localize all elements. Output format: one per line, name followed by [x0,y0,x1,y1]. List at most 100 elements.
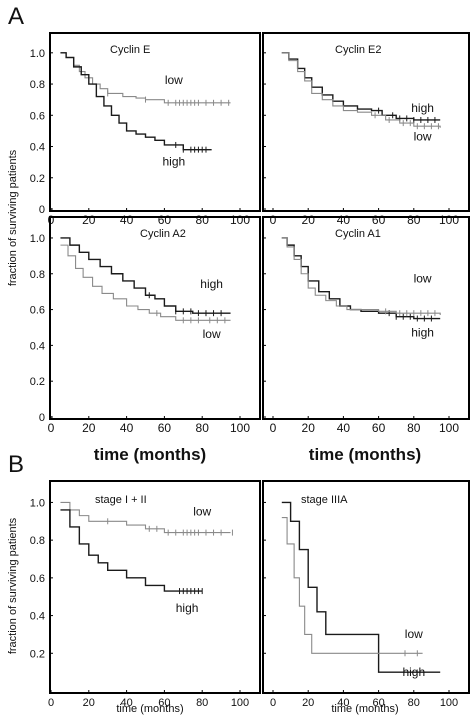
series-label-high: high [402,665,425,679]
series-line-high [60,237,231,314]
series-label-low: low [165,73,183,87]
x-tick-label: 80 [407,213,421,227]
y-axis-label-b: fraction of surviving patients [7,517,19,654]
y-tick-label: 0.8 [30,269,45,281]
series-line-low [281,237,441,315]
chart-title: Cyclin A1 [335,228,381,240]
y-tick-label: 0.2 [30,648,45,660]
y-tick-label: 1.0 [30,48,45,60]
y-tick-label: 1.0 [30,497,45,509]
x-tick-label: 20 [82,421,96,435]
chart-title: Cyclin A2 [140,228,186,240]
x-tick-label: 100 [439,421,459,435]
plot-frame [262,32,470,212]
x-tick-label: 20 [82,213,96,227]
x-tick-label: 20 [302,213,316,227]
chart-title: stage IIIA [301,494,348,506]
x-axis-label-b-right: time (months) [331,703,398,715]
series-label-low: low [203,327,221,341]
x-tick-label: 40 [337,697,349,709]
x-tick-label: 0 [48,213,55,227]
y-tick-label: 0.8 [30,79,45,91]
y-tick-label: 0.2 [30,173,45,185]
chart-title: Cyclin E2 [335,44,381,56]
x-tick-label: 100 [231,697,249,709]
x-tick-label: 40 [120,421,134,435]
series-label-high: high [176,601,199,615]
plot-frame [49,32,261,212]
x-tick-label: 80 [407,421,421,435]
x-tick-label: 40 [120,213,134,227]
x-tick-label: 20 [83,697,95,709]
x-tick-label: 80 [196,421,210,435]
x-axis-label-b-left: time (months) [116,703,183,715]
series-line-low [60,501,231,534]
y-tick-label: 0.4 [30,142,45,154]
plot-frame [49,216,261,420]
plot-frame [262,216,470,420]
x-tick-label: 100 [440,697,458,709]
x-tick-label: 40 [337,213,351,227]
series-line-low [281,52,441,128]
chart-title: stage I + II [95,494,147,506]
x-tick-label: 60 [158,421,172,435]
y-tick-label: 0.6 [30,305,45,317]
series-label-low: low [414,272,432,286]
x-tick-label: 0 [270,421,277,435]
x-tick-label: 0 [270,697,276,709]
series-label-low: low [414,129,432,143]
x-tick-label: 100 [230,213,250,227]
x-tick-label: 20 [302,421,316,435]
x-tick-label: 60 [372,213,386,227]
chart-stage-i-ii: 0.2 0.4 0.6 0.8 1.0 0 20 40 60 80 100 stage I + II l… [30,480,261,709]
x-tick-label: 60 [158,697,170,709]
series-label-low: low [405,627,423,641]
x-tick-label: 40 [337,421,351,435]
series-label-high: high [200,277,223,291]
x-tick-label: 100 [439,213,459,227]
chart-cyclin-e: 0 0.2 0.4 0.6 0.8 1.0 0 20 40 60 80 100 Cyclin E low h… [30,32,261,227]
x-tick-label: 80 [196,213,210,227]
x-tick-label: 80 [196,697,208,709]
y-tick-label: 0.8 [30,535,45,547]
x-tick-label: 60 [158,213,172,227]
x-tick-label: 20 [302,697,314,709]
series-line-low [281,516,423,654]
series-label-high: high [411,101,434,115]
x-axis-label-a-right: time (months) [309,445,421,464]
series-line-low [60,52,231,104]
x-axis-label-a-left: time (months) [94,445,206,464]
x-tick-label: 0 [270,213,277,227]
y-tick-label: 1.0 [30,233,45,245]
series-line-high [60,509,203,592]
y-tick-label: 0.6 [30,110,45,122]
series-line-low [60,244,231,321]
chart-cyclin-e2: 0 20 40 60 80 100 Cyclin E2 high low [262,32,470,227]
plot-frame [262,480,470,694]
x-tick-label: 60 [372,421,386,435]
panel-a-label: A [8,3,24,30]
series-label-low: low [193,505,211,519]
series-line-high [281,501,441,673]
series-line-high [281,237,441,320]
plot-frame [49,480,261,694]
chart-title: Cyclin E [110,44,150,56]
y-tick-label: 0.4 [30,340,45,352]
chart-cyclin-a1: 0 20 40 60 80 100 Cyclin A1 low high [262,216,470,435]
y-tick-label: 0 [39,412,45,424]
x-tick-label: 40 [120,697,132,709]
panel-b-label: B [8,451,24,478]
y-tick-label: 0.4 [30,611,45,623]
series-line-high [281,52,441,121]
y-axis-label-a: fraction of surviving patients [7,149,19,286]
series-label-high: high [411,325,434,339]
x-tick-label: 0 [48,421,55,435]
x-tick-label: 60 [372,697,384,709]
y-tick-label: 0.6 [30,573,45,585]
chart-stage-iiia: 0 20 40 60 80 100 stage IIIA low high [262,480,470,709]
y-tick-label: 0 [39,204,45,216]
x-tick-label: 100 [230,421,250,435]
series-label-high: high [163,154,186,168]
